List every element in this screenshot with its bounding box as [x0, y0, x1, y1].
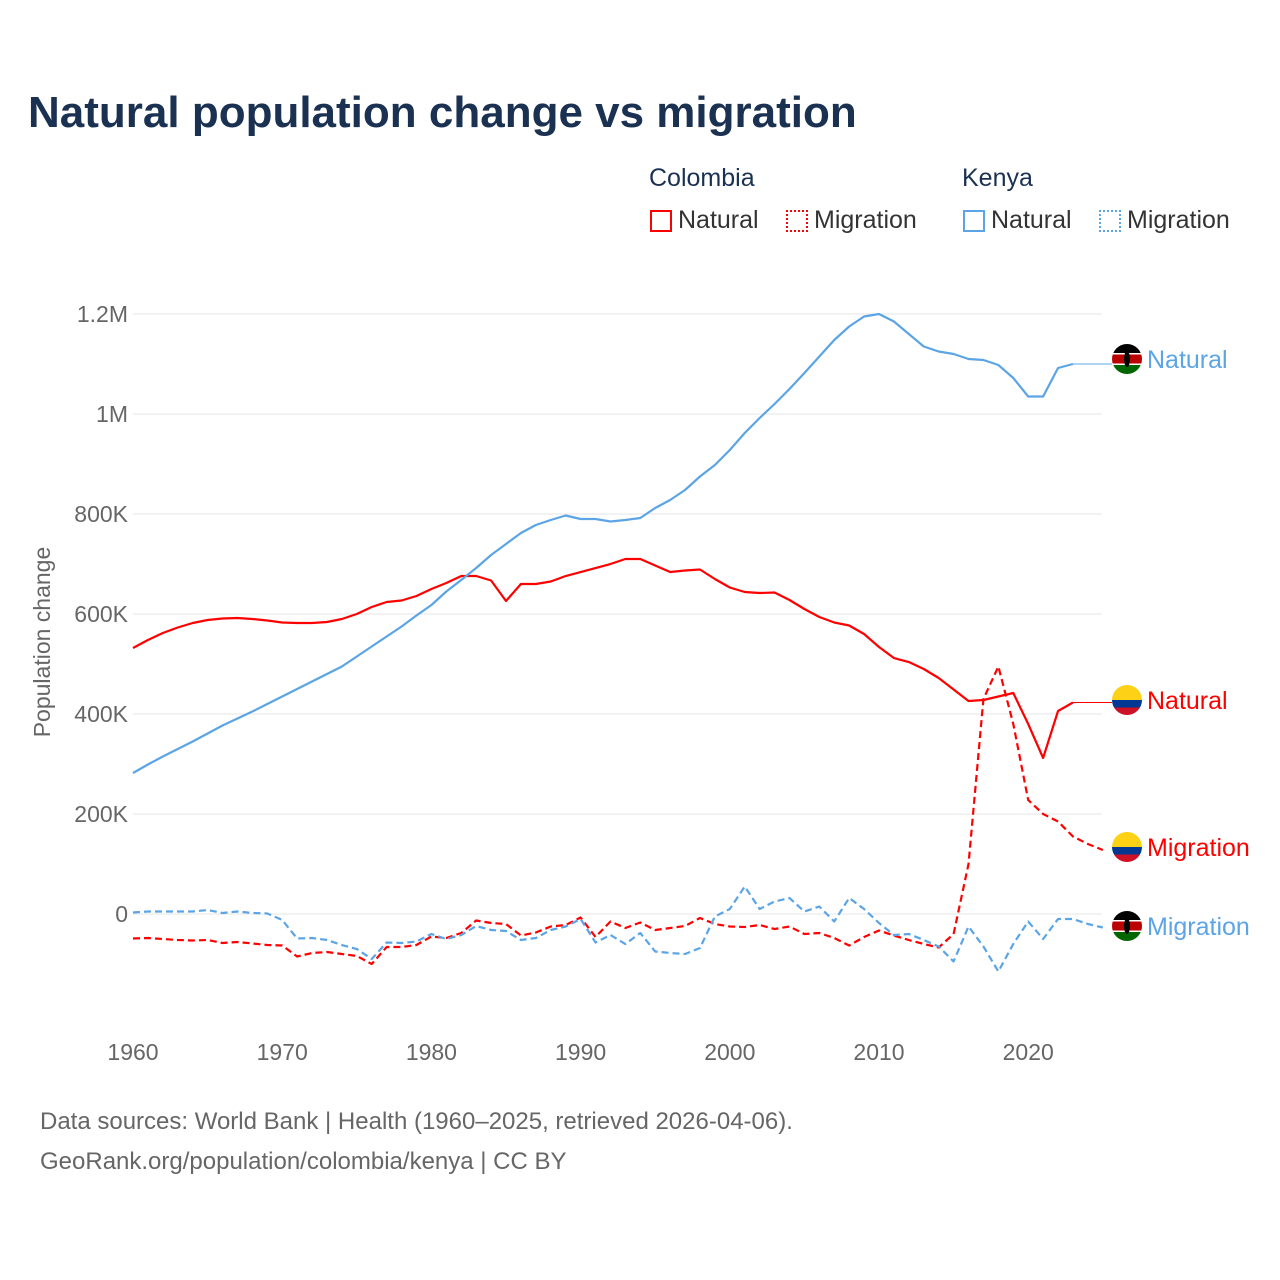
- legend-label: Natural: [991, 206, 1072, 234]
- source-note: Data sources: World Bank | Health (1960–…: [40, 1108, 793, 1135]
- colombia-flag-icon: [1112, 832, 1142, 862]
- y-tick-label: 0: [115, 901, 128, 927]
- legend-colombia-migration[interactable]: Migration: [786, 206, 917, 235]
- x-tick-label: 2020: [1003, 1039, 1054, 1065]
- y-axis-label: Population change: [29, 547, 55, 738]
- source-url[interactable]: GeoRank.org/population/colombia/kenya | …: [40, 1148, 567, 1175]
- series-end-label: Migration: [1147, 913, 1250, 941]
- series-line-colombia-migration: [132, 665, 1104, 966]
- x-tick-label: 1990: [555, 1039, 606, 1065]
- legend-label: Migration: [814, 206, 917, 234]
- legend-kenya-natural[interactable]: Natural: [963, 206, 1072, 235]
- series-line-kenya-natural: [132, 312, 1074, 774]
- legend-swatch: [650, 209, 672, 232]
- legend-swatch: [786, 209, 808, 232]
- x-tick-label: 1960: [107, 1039, 158, 1065]
- series-line-colombia-natural: [132, 557, 1074, 760]
- y-tick-label: 1.2M: [77, 301, 128, 327]
- x-tick-label: 2000: [704, 1039, 755, 1065]
- series-line-kenya-migration: [132, 885, 1104, 973]
- legend-group-colombia: Colombia: [649, 164, 755, 192]
- legend-group-kenya: Kenya: [962, 164, 1033, 192]
- legend-colombia-natural[interactable]: Natural: [650, 206, 759, 235]
- y-tick-label: 800K: [74, 501, 128, 527]
- series-end-label: Natural: [1147, 346, 1228, 374]
- x-tick-label: 2010: [853, 1039, 904, 1065]
- x-tick-label: 1980: [406, 1039, 457, 1065]
- x-tick-label: 1970: [257, 1039, 308, 1065]
- series-end-label: Migration: [1147, 834, 1250, 862]
- y-tick-label: 200K: [74, 801, 128, 827]
- y-tick-label: 1M: [96, 401, 128, 427]
- legend-label: Natural: [678, 206, 759, 234]
- y-tick-label: 600K: [74, 601, 128, 627]
- y-tick-label: 400K: [74, 701, 128, 727]
- legend-swatch: [1099, 209, 1121, 232]
- legend-swatch: [963, 209, 985, 232]
- kenya-flag-icon: [1112, 911, 1142, 941]
- kenya-flag-icon: [1112, 344, 1142, 374]
- legend-kenya-migration[interactable]: Migration: [1099, 206, 1230, 235]
- chart-title: Natural population change vs migration: [28, 88, 857, 137]
- colombia-flag-icon: [1112, 685, 1142, 715]
- series-end-label: Natural: [1147, 687, 1228, 715]
- legend-label: Migration: [1127, 206, 1230, 234]
